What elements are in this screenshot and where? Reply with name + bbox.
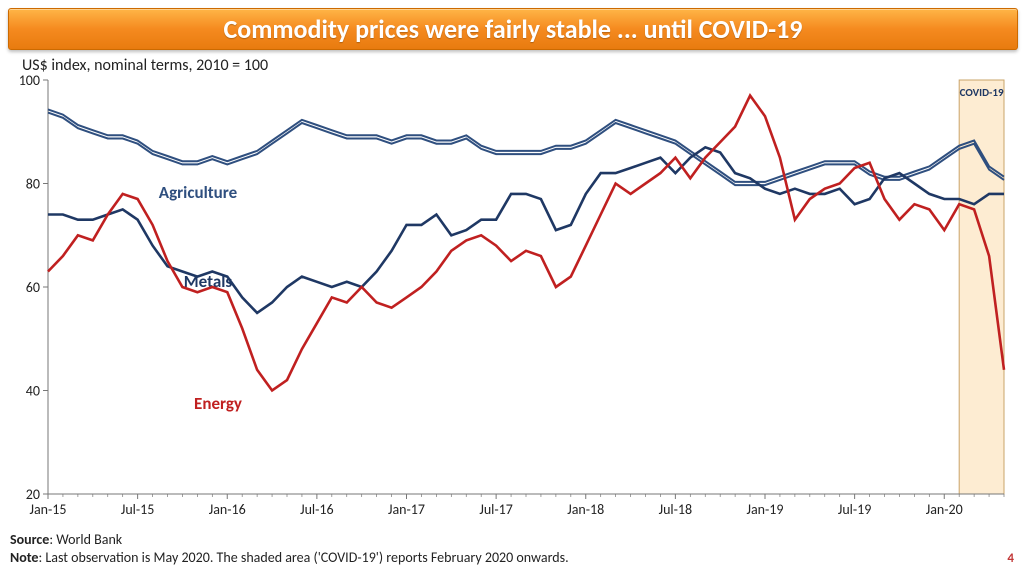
page-number: 4 [1007,551,1014,566]
note-text: : Last observation is May 2020. The shad… [38,549,568,566]
covid-label: COVID-19 [960,86,1004,99]
series-label-agriculture: Agriculture [159,182,238,203]
svg-text:Jul-16: Jul-16 [300,501,334,518]
svg-text:Jul-18: Jul-18 [659,501,693,518]
svg-text:40: 40 [26,383,40,400]
chart-subtitle: US$ index, nominal terms, 2010 = 100 [22,56,268,75]
title-bar: Commodity prices were fairly stable ... … [8,8,1018,50]
source-line: Source: World Bank [10,531,569,549]
svg-text:Jan-15: Jan-15 [29,501,66,518]
line-chart: COVID-1920406080100Jan-15Jul-15Jan-16Jul… [8,74,1016,524]
svg-text:60: 60 [26,279,40,296]
svg-text:Jul-15: Jul-15 [121,501,155,518]
svg-text:Jul-17: Jul-17 [479,501,513,518]
source-text: : World Bank [49,531,122,548]
svg-text:100: 100 [19,74,40,89]
svg-text:Jan-18: Jan-18 [567,501,604,518]
svg-text:Jul-19: Jul-19 [838,501,872,518]
svg-text:Jan-20: Jan-20 [926,501,963,518]
note-line: Note: Last observation is May 2020. The … [10,549,569,567]
svg-text:Jan-19: Jan-19 [746,501,783,518]
note-label: Note [10,549,38,566]
svg-text:Jan-17: Jan-17 [388,501,425,518]
footer-notes: Source: World Bank Note: Last observatio… [10,531,569,566]
chart-container: COVID-1920406080100Jan-15Jul-15Jan-16Jul… [8,74,1016,524]
source-label: Source [10,531,49,548]
page-title: Commodity prices were fairly stable ... … [224,13,803,45]
svg-text:Jan-16: Jan-16 [209,501,246,518]
series-label-energy: Energy [194,393,242,414]
svg-text:80: 80 [26,176,40,193]
